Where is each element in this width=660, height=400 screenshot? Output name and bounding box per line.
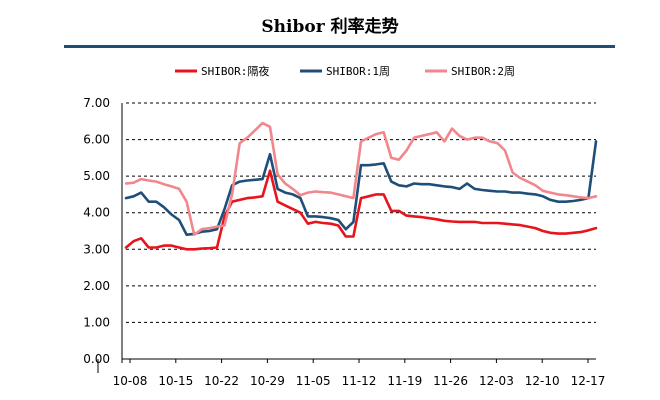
- legend-label-3: SHIBOR:2周: [451, 65, 515, 78]
- series-line-2: [124, 140, 598, 236]
- legend-label-2: SHIBOR:1周: [326, 65, 390, 78]
- grid-layer: [126, 102, 596, 323]
- y-tick-label: 7.00: [83, 96, 110, 110]
- x-tick-label: 12-10: [525, 374, 560, 388]
- x-tick-label: 12-03: [479, 374, 514, 388]
- legend-label-1: SHIBOR:隔夜: [201, 64, 269, 78]
- y-tick-label: 0.00: [83, 352, 110, 366]
- x-tick-label: 11-12: [342, 374, 377, 388]
- title-divider: [64, 45, 615, 48]
- series-line-1: [124, 169, 598, 251]
- chart-title: Shibor 利率走势: [261, 17, 399, 37]
- legend: SHIBOR:隔夜 SHIBOR:1周 SHIBOR:2周: [175, 64, 515, 78]
- x-tick-label: 10-08: [113, 374, 148, 388]
- y-tick-label: 5.00: [83, 169, 110, 183]
- y-tick-label: 1.00: [83, 315, 110, 329]
- series-line-3: [124, 121, 598, 236]
- x-tick-label: 12-17: [571, 374, 606, 388]
- y-tick-label: 3.00: [83, 242, 110, 256]
- y-tick-label: 2.00: [83, 279, 110, 293]
- y-tick-label: 4.00: [83, 206, 110, 220]
- x-tick-label: 10-29: [250, 374, 285, 388]
- x-tick-label: 10-22: [204, 374, 239, 388]
- x-tick-label: 10-15: [158, 374, 193, 388]
- x-tick-label: 11-05: [296, 374, 331, 388]
- series-layer: [124, 121, 598, 251]
- x-tick-label: 11-26: [433, 374, 468, 388]
- y-tick-label: 6.00: [83, 133, 110, 147]
- x-tick-label: 11-19: [387, 374, 422, 388]
